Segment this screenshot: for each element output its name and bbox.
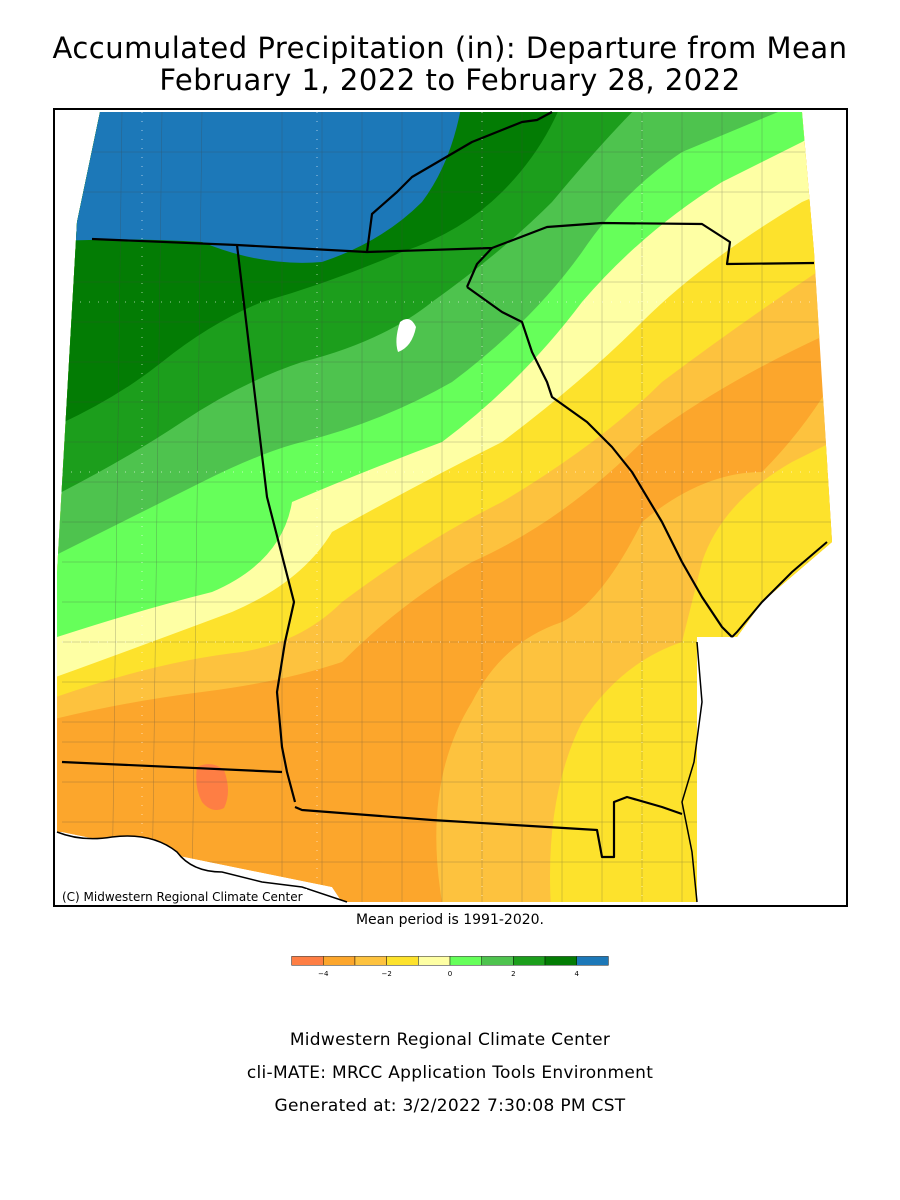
legend-tick-label: 0 <box>448 969 452 978</box>
tn-nc-ga-border <box>465 247 493 288</box>
legend-tick-label: 4 <box>574 969 579 978</box>
ky-tn-border <box>91 221 815 266</box>
color-legend: −4 −2 0 2 4 <box>291 956 609 978</box>
band-below-minus-4 <box>196 764 228 810</box>
band-above-4 <box>57 112 462 263</box>
legend-tick-label: −2 <box>381 969 391 978</box>
credit-organization: Midwestern Regional Climate Center <box>289 1030 611 1050</box>
credit-tool: cli-MATE: MRCC Application Tools Environ… <box>246 1063 654 1083</box>
mean-period-note: Mean period is 1991-2020. <box>355 912 545 928</box>
map-title: Accumulated Precipitation (in): Departur… <box>52 31 848 65</box>
lake <box>396 318 416 352</box>
legend-swatch <box>544 956 577 966</box>
gulf-of-mexico <box>57 832 347 902</box>
map-frame <box>53 108 848 907</box>
state-borders <box>61 111 815 859</box>
legend-swatch <box>481 956 514 966</box>
legend-swatch <box>386 956 419 966</box>
atlantic-ocean <box>697 637 747 902</box>
map-date-range: February 1, 2022 to February 28, 2022 <box>159 63 741 97</box>
legend-swatch <box>323 956 356 966</box>
legend-swatch <box>291 956 324 966</box>
legend-swatch <box>513 956 546 966</box>
precipitation-map <box>56 111 832 903</box>
al-fl-border <box>294 795 683 859</box>
nc-sc-border <box>466 286 733 638</box>
va-nc-border <box>365 111 553 253</box>
legend-tick-label: −4 <box>318 969 329 978</box>
generated-timestamp: Generated at: 3/2/2022 7:30:08 PM CST <box>274 1096 626 1116</box>
copyright-notice: (C) Midwestern Regional Climate Center <box>58 889 307 905</box>
legend-swatch <box>354 956 387 966</box>
legend-tick-label: 2 <box>511 969 515 978</box>
legend-swatch <box>449 956 482 966</box>
legend-swatch <box>418 956 451 966</box>
ms-al-border <box>235 244 297 803</box>
ms-la-border <box>61 760 283 774</box>
legend-swatch <box>576 956 609 966</box>
